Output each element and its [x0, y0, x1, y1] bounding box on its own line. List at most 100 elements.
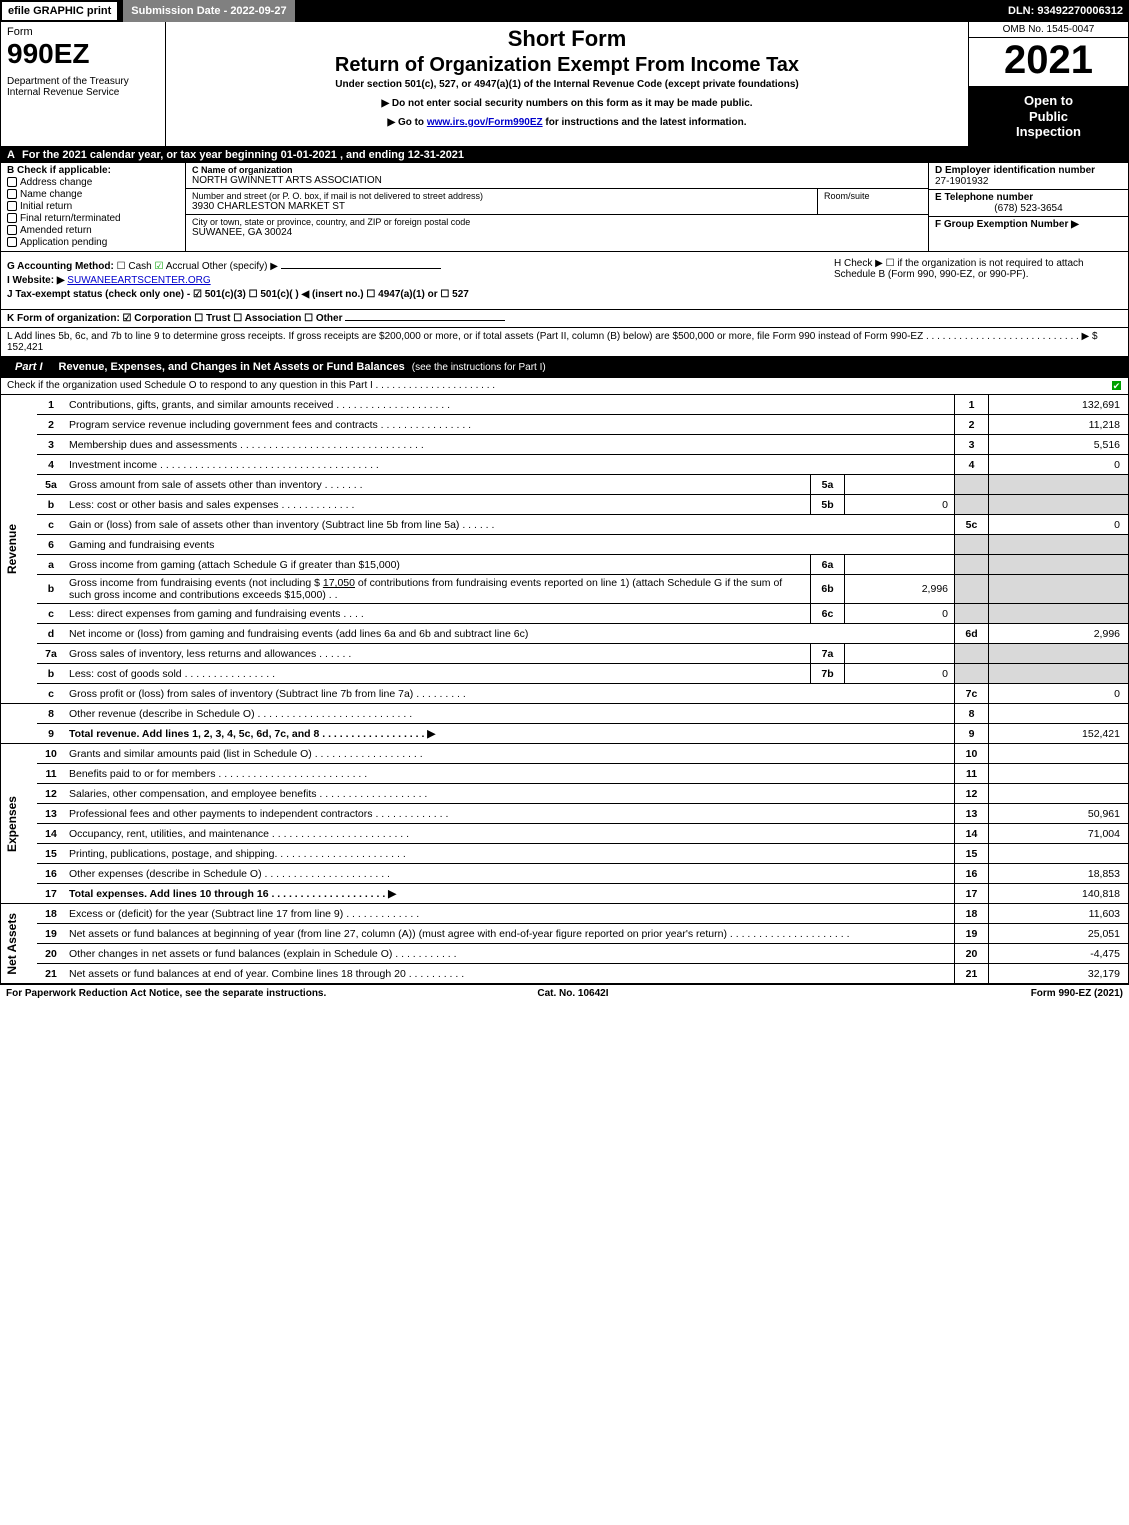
part1-title: Revenue, Expenses, and Changes in Net As… — [59, 361, 546, 373]
form-number: 990EZ — [7, 38, 159, 70]
room-cell: Room/suite — [818, 189, 928, 214]
department: Department of the Treasury Internal Reve… — [7, 76, 159, 98]
open2: Public — [973, 109, 1124, 125]
line-desc: Net income or (loss) from gaming and fun… — [65, 624, 955, 644]
open3: Inspection — [973, 124, 1124, 140]
chk-address-change-label: Address change — [20, 177, 92, 188]
chk-accrual[interactable]: ☑ — [155, 261, 166, 272]
line-rval: 132,691 — [989, 395, 1129, 415]
line-rnum-shade — [955, 575, 989, 604]
line-rnum: 18 — [955, 904, 989, 924]
table-row: 5a Gross amount from sale of assets othe… — [1, 475, 1129, 495]
city-label: City or town, state or province, country… — [192, 217, 922, 227]
line-rval — [989, 704, 1129, 724]
line-desc: Total revenue. Add lines 1, 2, 3, 4, 5c,… — [65, 724, 955, 744]
line-rnum: 16 — [955, 864, 989, 884]
h-text: H Check ▶ ☐ if the organization is not r… — [834, 258, 1084, 280]
line-rval-shade — [989, 604, 1129, 624]
table-row: 7a Gross sales of inventory, less return… — [1, 644, 1129, 664]
chk-application-pending[interactable]: Application pending — [7, 237, 179, 248]
line-num: 21 — [37, 964, 65, 984]
chk-cash[interactable]: ☐ — [117, 261, 129, 272]
line-rval: 11,218 — [989, 415, 1129, 435]
line-rnum: 21 — [955, 964, 989, 984]
form-word: Form — [7, 26, 159, 38]
form-header: Form 990EZ Department of the Treasury In… — [0, 22, 1129, 147]
line-rnum: 14 — [955, 824, 989, 844]
section-bcdef: B Check if applicable: Address change Na… — [0, 163, 1129, 252]
part1-table: Revenue 1 Contributions, gifts, grants, … — [0, 395, 1129, 985]
line-desc: Net assets or fund balances at beginning… — [65, 924, 955, 944]
irs-link[interactable]: www.irs.gov/Form990EZ — [427, 117, 543, 128]
line-num: 6 — [37, 535, 65, 555]
line-subnum: 5a — [811, 475, 845, 495]
line-desc: Less: direct expenses from gaming and fu… — [65, 604, 811, 624]
line-desc: Contributions, gifts, grants, and simila… — [65, 395, 955, 415]
part1-sub: (see the instructions for Part I) — [412, 362, 546, 373]
line-rnum-shade — [955, 644, 989, 664]
line-subnum: 6c — [811, 604, 845, 624]
table-row: 13 Professional fees and other payments … — [1, 804, 1129, 824]
line-num: 14 — [37, 824, 65, 844]
revenue-label: Revenue — [5, 524, 19, 574]
chk-application-pending-label: Application pending — [20, 237, 107, 248]
i-label: I Website: ▶ — [7, 275, 65, 286]
header-left: Form 990EZ Department of the Treasury In… — [1, 22, 166, 146]
line-subnum: 6b — [811, 575, 845, 604]
line-rnum: 15 — [955, 844, 989, 864]
e-label: E Telephone number — [935, 192, 1122, 203]
note2-post: for instructions and the latest informat… — [543, 117, 747, 128]
netassets-rotated: Net Assets — [1, 904, 38, 984]
line-desc: Other revenue (describe in Schedule O) .… — [65, 704, 955, 724]
line-rnum-shade — [955, 604, 989, 624]
d-label: D Employer identification number — [935, 165, 1122, 176]
line-desc: Net assets or fund balances at end of ye… — [65, 964, 955, 984]
chk-initial-return[interactable]: Initial return — [7, 201, 179, 212]
g-cash: Cash — [128, 261, 151, 272]
chk-amended-return[interactable]: Amended return — [7, 225, 179, 236]
line-desc: Gain or (loss) from sale of assets other… — [65, 515, 955, 535]
line-subval — [845, 644, 955, 664]
line-rnum: 2 — [955, 415, 989, 435]
short-form-title: Short Form — [172, 26, 962, 52]
table-row: 3 Membership dues and assessments . . . … — [1, 435, 1129, 455]
chk-address-change[interactable]: Address change — [7, 177, 179, 188]
line-desc: Printing, publications, postage, and shi… — [65, 844, 955, 864]
d-ein: D Employer identification number 27-1901… — [929, 163, 1128, 190]
table-row: Net Assets 18 Excess or (deficit) for th… — [1, 904, 1129, 924]
f-label: F Group Exemption Number ▶ — [935, 219, 1079, 230]
g-accounting: G Accounting Method: ☐ Cash ☑ Accrual Ot… — [7, 261, 822, 272]
top-bar: efile GRAPHIC print Submission Date - 20… — [0, 0, 1129, 22]
footer-mid: Cat. No. 10642I — [537, 988, 608, 999]
efile-print-button[interactable]: efile GRAPHIC print — [0, 0, 119, 22]
line-num: 17 — [37, 884, 65, 904]
chk-final-return[interactable]: Final return/terminated — [7, 213, 179, 224]
i-website-link[interactable]: SUWANEEARTSCENTER.ORG — [67, 275, 210, 286]
line-rnum: 6d — [955, 624, 989, 644]
line-num: b — [37, 575, 65, 604]
part1-checkbox[interactable]: ✔ — [1111, 380, 1122, 392]
chk-name-change[interactable]: Name change — [7, 189, 179, 200]
l6b-d1: Gross income from fundraising events (no… — [69, 577, 323, 589]
table-row: 16 Other expenses (describe in Schedule … — [1, 864, 1129, 884]
g-other-label: Other (specify) ▶ — [202, 261, 278, 272]
line-rval: 152,421 — [989, 724, 1129, 744]
col-b-checkboxes: B Check if applicable: Address change Na… — [1, 163, 186, 251]
line-num: 3 — [37, 435, 65, 455]
col-h: H Check ▶ ☐ if the organization is not r… — [828, 252, 1128, 309]
line-num: 12 — [37, 784, 65, 804]
line-rval-shade — [989, 535, 1129, 555]
section-ghij: G Accounting Method: ☐ Cash ☑ Accrual Ot… — [0, 252, 1129, 310]
header-right: OMB No. 1545-0047 2021 Open to Public In… — [968, 22, 1128, 146]
l9-desc: Total revenue. Add lines 1, 2, 3, 4, 5c,… — [69, 728, 435, 740]
line-rnum-shade — [955, 555, 989, 575]
line-desc: Occupancy, rent, utilities, and maintena… — [65, 824, 955, 844]
line-num: b — [37, 495, 65, 515]
line-rval: 25,051 — [989, 924, 1129, 944]
line-rval: 0 — [989, 515, 1129, 535]
b-title: B Check if applicable: — [7, 165, 179, 176]
line-num: d — [37, 624, 65, 644]
l17-desc: Total expenses. Add lines 10 through 16 … — [69, 888, 396, 900]
e-value: (678) 523-3654 — [935, 203, 1122, 214]
line-subval: 0 — [845, 495, 955, 515]
